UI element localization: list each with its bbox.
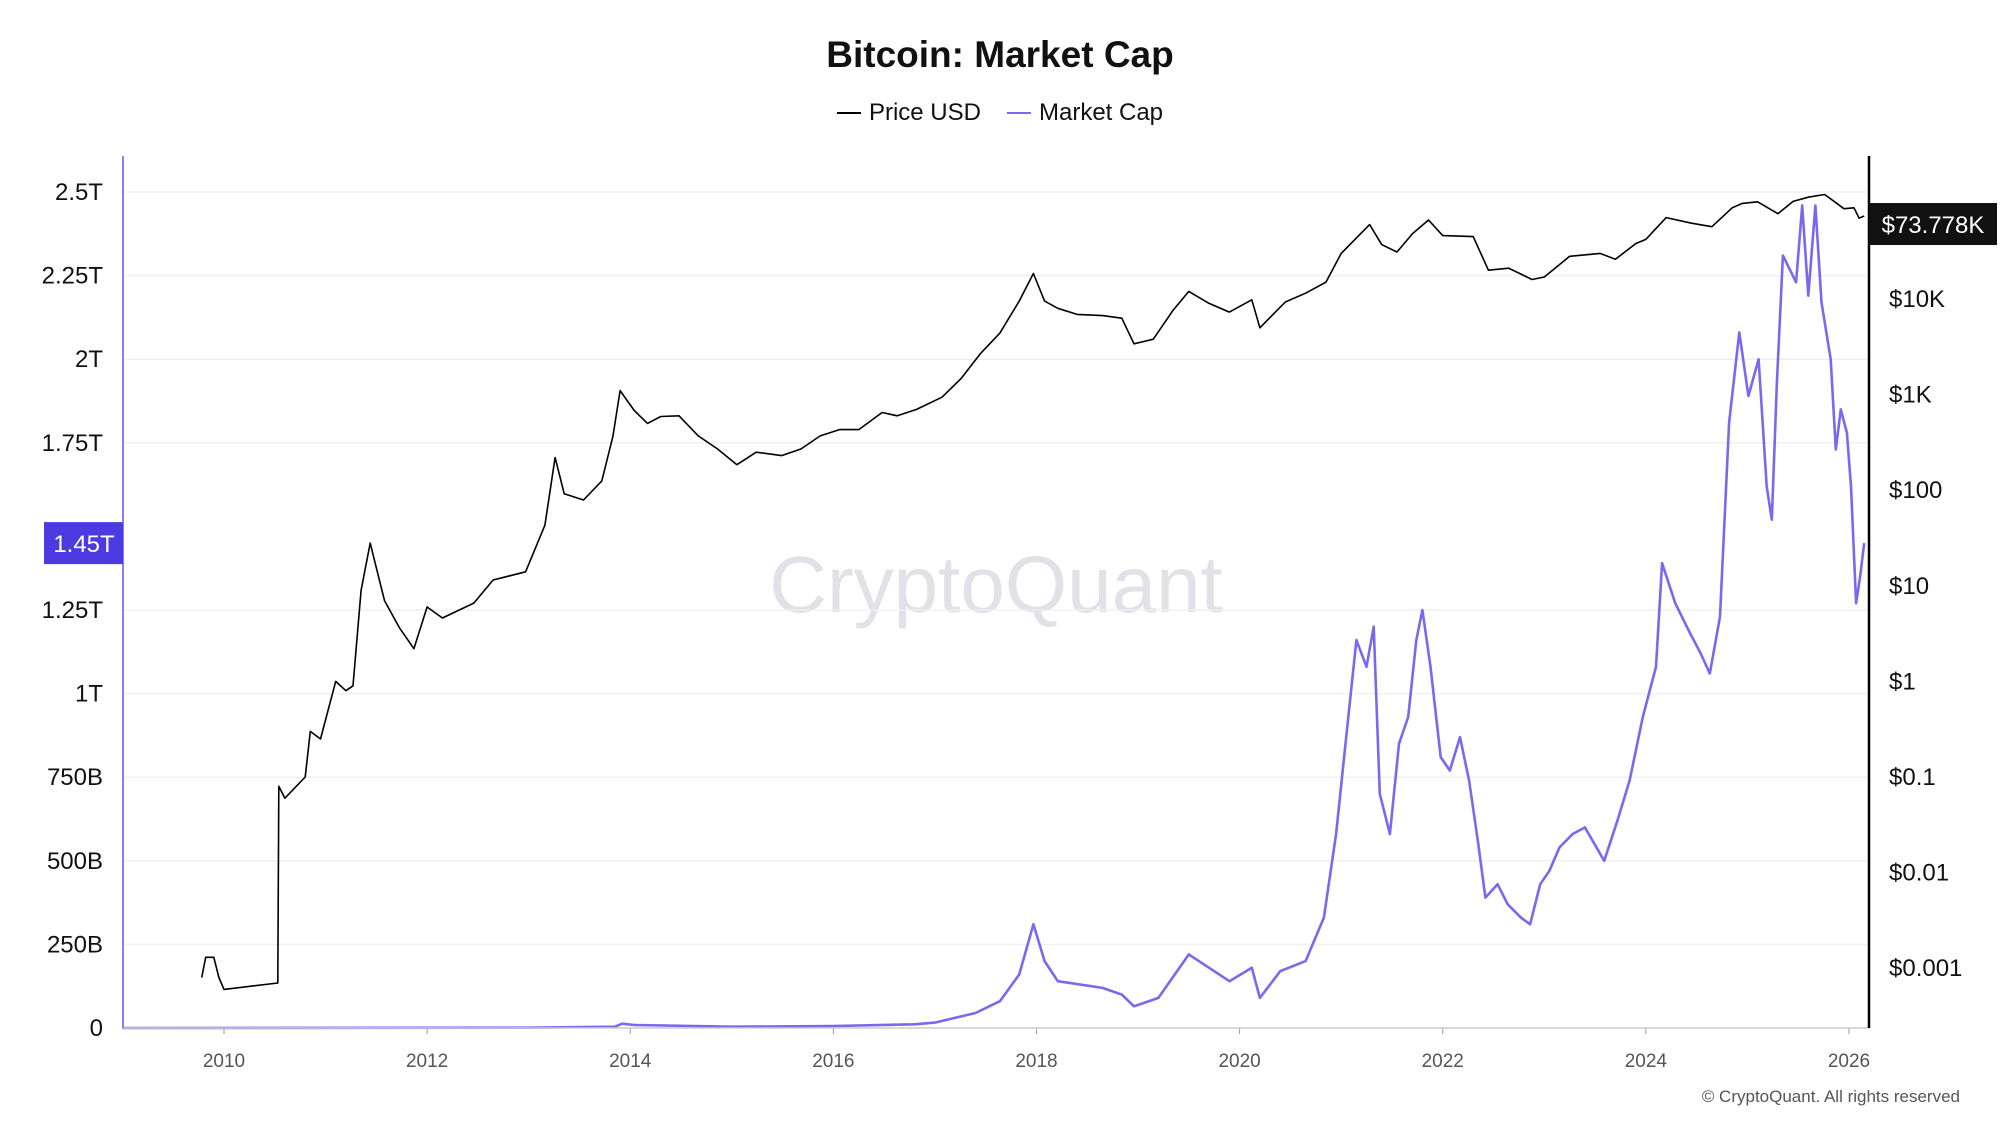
legend-swatch-price — [836, 112, 861, 114]
left-tick-label: 1T — [75, 681, 103, 708]
x-tick-label: 2016 — [812, 1051, 854, 1072]
copyright: © CryptoQuant. All rights reserved — [1701, 1087, 1960, 1106]
x-tick-label: 2012 — [406, 1051, 448, 1072]
current-price-badge — [1869, 203, 1997, 246]
left-tick-label: 250B — [47, 931, 103, 958]
market-cap-line — [122, 204, 1866, 1030]
x-tick-label: 2020 — [1218, 1051, 1260, 1072]
legend-swatch-market-cap — [1006, 112, 1031, 114]
x-tick-label: 2024 — [1625, 1051, 1668, 1072]
right-tick-label: $0.01 — [1889, 860, 1949, 887]
x-tick-label: 2022 — [1422, 1051, 1464, 1072]
legend-label-price: Price USD — [868, 99, 981, 126]
left-tick-label: 1.25T — [42, 597, 104, 624]
left-tick-label: 2.25T — [42, 263, 104, 290]
legend-item-market-cap[interactable]: Market Cap — [1006, 99, 1164, 127]
x-tick-label: 2010 — [203, 1051, 245, 1072]
price-usd-line — [200, 193, 1865, 991]
legend-item-price[interactable]: Price USD — [836, 99, 981, 127]
x-tick-label: 2026 — [1828, 1051, 1870, 1072]
right-tick-label: $1K — [1889, 382, 1932, 409]
left-tick-label: 2.5T — [55, 179, 103, 206]
left-tick-label: 0 — [90, 1015, 103, 1042]
right-tick-label: $1 — [1889, 668, 1916, 695]
left-tick-label: 500B — [47, 848, 103, 875]
watermark: CryptoQuant — [769, 540, 1223, 629]
chart-title: Bitcoin: Market Cap — [826, 34, 1174, 75]
legend: Price USD Market Cap — [0, 99, 2000, 127]
right-tick-label: $0.001 — [1889, 955, 1962, 982]
current-market-cap-label: 1.45T — [53, 531, 115, 558]
right-tick-label: $10 — [1889, 573, 1929, 600]
right-tick-label: $0.1 — [1889, 764, 1936, 791]
legend-label-market-cap: Market Cap — [1038, 99, 1164, 126]
left-tick-label: 750B — [47, 764, 103, 791]
current-market-cap-badge — [44, 522, 123, 565]
x-tick-label: 2018 — [1015, 1051, 1057, 1072]
right-tick-label: $10K — [1889, 286, 1945, 313]
x-tick-label: 2014 — [609, 1051, 652, 1072]
left-tick-label: 1.75T — [42, 430, 104, 457]
current-price-label: $73.778K — [1882, 212, 1985, 239]
left-tick-label: 2T — [75, 346, 103, 373]
right-tick-label: $100 — [1889, 477, 1942, 504]
